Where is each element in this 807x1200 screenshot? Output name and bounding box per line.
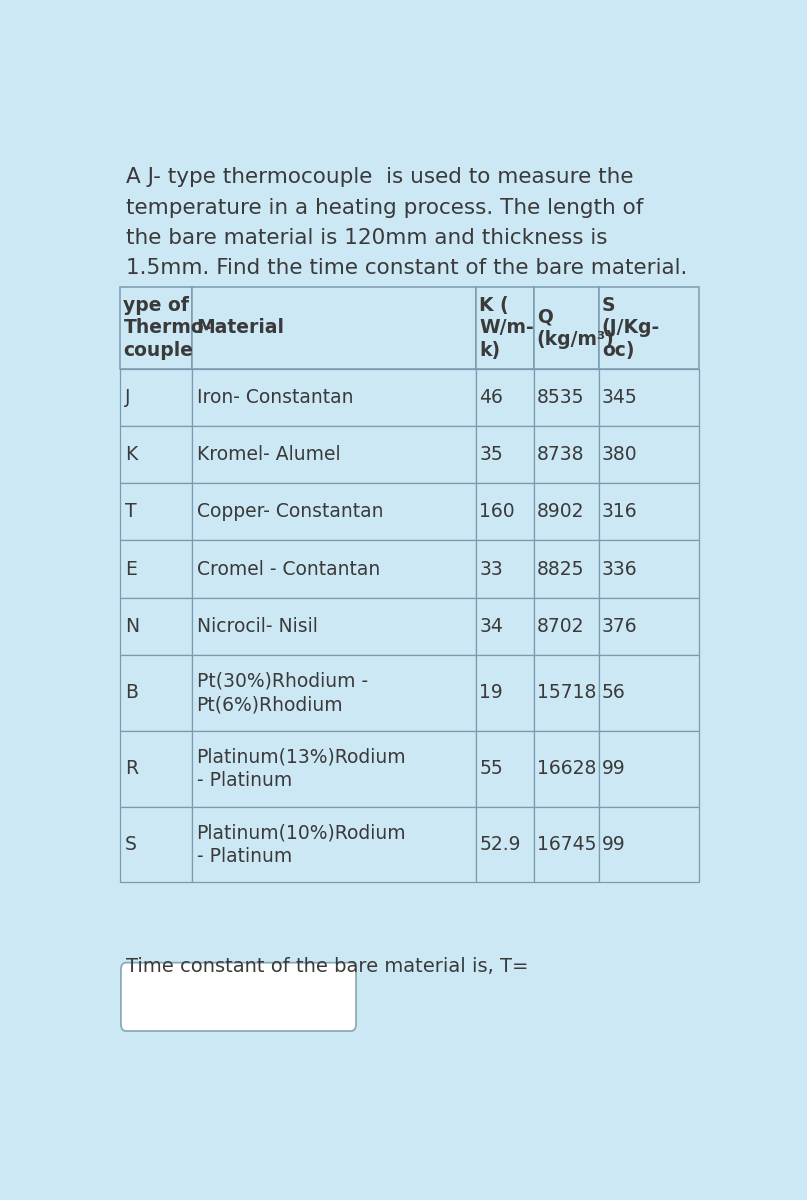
Bar	[533, 655, 599, 731]
Bar	[191, 598, 476, 655]
Bar	[533, 426, 599, 484]
Bar	[533, 806, 599, 882]
Bar	[599, 806, 699, 882]
Text: Q
(kg/m³): Q (kg/m³)	[537, 307, 615, 349]
Text: 160: 160	[479, 503, 515, 521]
Bar	[119, 655, 191, 731]
Text: 19: 19	[479, 683, 503, 702]
Text: 16628: 16628	[537, 760, 596, 778]
Text: 34: 34	[479, 617, 503, 636]
Text: 15718: 15718	[537, 683, 596, 702]
Text: 8902: 8902	[537, 503, 584, 521]
Text: 336: 336	[602, 559, 638, 578]
Bar	[191, 484, 476, 540]
Text: Pt(30%)Rhodium -
Pt(6%)Rhodium: Pt(30%)Rhodium - Pt(6%)Rhodium	[197, 672, 368, 714]
Bar	[191, 540, 476, 598]
Bar	[599, 731, 699, 806]
Bar	[599, 655, 699, 731]
Text: ype of
Thermo-
couple: ype of Thermo- couple	[123, 295, 211, 360]
Bar	[599, 598, 699, 655]
Bar	[191, 287, 476, 368]
Text: 56: 56	[602, 683, 625, 702]
Text: K (
W/m-
k): K ( W/m- k)	[479, 295, 534, 360]
Bar	[599, 287, 699, 368]
Bar	[599, 484, 699, 540]
Text: 52.9: 52.9	[479, 835, 521, 854]
Text: Cromel - Contantan: Cromel - Contantan	[197, 559, 380, 578]
Text: Platinum(13%)Rodium
- Platinum: Platinum(13%)Rodium - Platinum	[197, 748, 406, 790]
Bar	[476, 806, 533, 882]
Text: A J- type thermocouple  is used to measure the
temperature in a heating process.: A J- type thermocouple is used to measur…	[126, 167, 688, 278]
Text: 380: 380	[602, 445, 638, 464]
Text: 8702: 8702	[537, 617, 584, 636]
Bar	[533, 731, 599, 806]
Bar	[476, 426, 533, 484]
Text: E: E	[124, 559, 136, 578]
Text: Kromel- Alumel: Kromel- Alumel	[197, 445, 341, 464]
Bar	[119, 806, 191, 882]
Text: Copper- Constantan: Copper- Constantan	[197, 503, 383, 521]
Text: Platinum(10%)Rodium
- Platinum: Platinum(10%)Rodium - Platinum	[197, 823, 406, 865]
Text: 46: 46	[479, 388, 503, 407]
Bar	[476, 484, 533, 540]
Bar	[191, 368, 476, 426]
Text: 16745: 16745	[537, 835, 596, 854]
Text: N: N	[124, 617, 139, 636]
Bar	[533, 368, 599, 426]
Text: 35: 35	[479, 445, 503, 464]
Bar	[476, 655, 533, 731]
Bar	[599, 540, 699, 598]
Text: Time constant of the bare material is, T=: Time constant of the bare material is, T…	[126, 958, 529, 976]
Bar	[476, 368, 533, 426]
Bar	[533, 540, 599, 598]
Bar	[191, 731, 476, 806]
Bar	[119, 540, 191, 598]
Text: S: S	[124, 835, 136, 854]
Text: 376: 376	[602, 617, 638, 636]
Bar	[533, 287, 599, 368]
Text: Material: Material	[197, 318, 285, 337]
Text: 33: 33	[479, 559, 503, 578]
Bar	[476, 540, 533, 598]
Text: 99: 99	[602, 760, 625, 778]
Bar	[533, 598, 599, 655]
Text: Iron- Constantan: Iron- Constantan	[197, 388, 353, 407]
Bar	[476, 287, 533, 368]
Bar	[599, 426, 699, 484]
Bar	[119, 598, 191, 655]
Text: 8738: 8738	[537, 445, 584, 464]
Text: 8535: 8535	[537, 388, 584, 407]
Text: R: R	[124, 760, 138, 778]
Text: J: J	[124, 388, 130, 407]
Text: S
(J/Kg-
oc): S (J/Kg- oc)	[602, 295, 660, 360]
Bar	[476, 598, 533, 655]
Bar	[191, 655, 476, 731]
Bar	[119, 484, 191, 540]
FancyBboxPatch shape	[121, 962, 356, 1031]
Bar	[119, 287, 191, 368]
Text: 55: 55	[479, 760, 503, 778]
Text: Nicrocil- Nisil: Nicrocil- Nisil	[197, 617, 317, 636]
Bar	[191, 426, 476, 484]
Text: B: B	[124, 683, 138, 702]
Text: 99: 99	[602, 835, 625, 854]
Bar	[119, 368, 191, 426]
Text: 8825: 8825	[537, 559, 584, 578]
Text: 316: 316	[602, 503, 638, 521]
Text: K: K	[124, 445, 137, 464]
Text: 345: 345	[602, 388, 638, 407]
Bar	[119, 731, 191, 806]
Text: T: T	[124, 503, 136, 521]
Bar	[191, 806, 476, 882]
Bar	[533, 484, 599, 540]
Bar	[119, 426, 191, 484]
Bar	[599, 368, 699, 426]
Bar	[476, 731, 533, 806]
